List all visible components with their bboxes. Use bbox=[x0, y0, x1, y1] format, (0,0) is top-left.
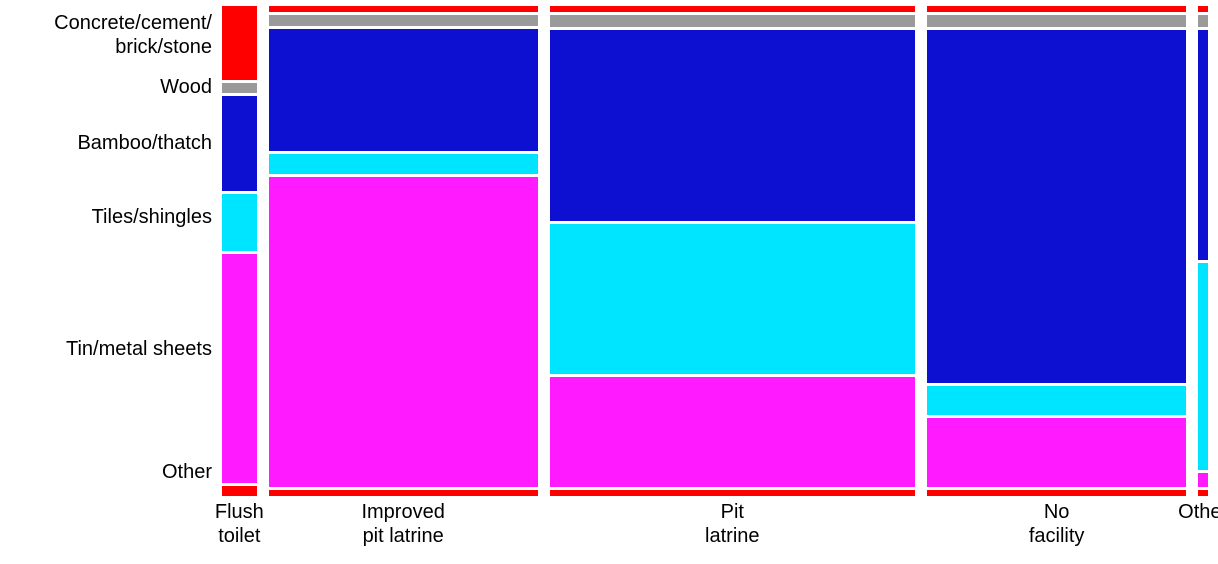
mosaic-column-no bbox=[927, 6, 1186, 496]
mosaic-cell-flush-other_r bbox=[222, 486, 257, 496]
mosaic-cell-flush-tiles bbox=[222, 194, 257, 251]
mosaic-cell-other-other_r bbox=[1198, 490, 1208, 496]
mosaic-cell-no-other_r bbox=[927, 490, 1186, 496]
mosaic-cell-improved-tiles bbox=[269, 154, 538, 174]
mosaic-cell-no-concrete bbox=[927, 6, 1186, 12]
mosaic-column-improved bbox=[269, 6, 538, 496]
plot-area bbox=[222, 6, 1208, 496]
y-axis-label-wood: Wood bbox=[160, 75, 212, 99]
mosaic-cell-flush-bamboo bbox=[222, 96, 257, 191]
y-axis-label-other_r: Other bbox=[162, 460, 212, 484]
mosaic-cell-other-tin bbox=[1198, 473, 1208, 487]
mosaic-cell-pit-other_r bbox=[550, 490, 915, 496]
mosaic-cell-other-bamboo bbox=[1198, 30, 1208, 261]
mosaic-column-pit bbox=[550, 6, 915, 496]
mosaic-cell-improved-bamboo bbox=[269, 29, 538, 151]
x-axis-label-group: Flush toiletImproved pit latrinePit latr… bbox=[222, 500, 1208, 560]
mosaic-cell-flush-tin bbox=[222, 254, 257, 483]
mosaic-cell-pit-tin bbox=[550, 377, 915, 487]
mosaic-cell-flush-wood bbox=[222, 83, 257, 93]
mosaic-column-flush bbox=[222, 6, 257, 496]
mosaic-cell-other-tiles bbox=[1198, 263, 1208, 470]
mosaic-cell-pit-tiles bbox=[550, 224, 915, 375]
mosaic-cell-no-tiles bbox=[927, 386, 1186, 415]
mosaic-cell-improved-concrete bbox=[269, 6, 538, 12]
mosaic-cell-other-concrete bbox=[1198, 6, 1208, 12]
mosaic-chart: Concrete/cement/ brick/stone Wood Bamboo/t… bbox=[0, 0, 1218, 564]
mosaic-cell-flush-concrete bbox=[222, 6, 257, 80]
mosaic-cell-pit-wood bbox=[550, 15, 915, 27]
x-axis-label-pit: Pit latrine bbox=[550, 500, 915, 548]
y-axis-label-tiles: Tiles/shingles bbox=[92, 205, 212, 229]
mosaic-cell-improved-tin bbox=[269, 177, 538, 488]
mosaic-cell-no-wood bbox=[927, 15, 1186, 27]
y-axis-label-concrete: Concrete/cement/ brick/stone bbox=[54, 11, 212, 59]
mosaic-column-other bbox=[1198, 6, 1208, 496]
mosaic-cell-other-wood bbox=[1198, 15, 1208, 27]
mosaic-cell-pit-concrete bbox=[550, 6, 915, 12]
mosaic-cell-pit-bamboo bbox=[550, 30, 915, 221]
mosaic-cell-no-tin bbox=[927, 418, 1186, 487]
y-axis-label-bamboo: Bamboo/thatch bbox=[77, 131, 212, 155]
mosaic-cell-no-bamboo bbox=[927, 30, 1186, 384]
x-axis-label-other: Other bbox=[1143, 500, 1218, 524]
x-axis-label-improved: Improved pit latrine bbox=[269, 500, 538, 548]
y-axis-label-tin: Tin/metal sheets bbox=[66, 337, 212, 361]
y-axis-label-group: Concrete/cement/ brick/stone Wood Bamboo/t… bbox=[0, 6, 212, 496]
mosaic-cell-improved-other_r bbox=[269, 490, 538, 496]
mosaic-cell-improved-wood bbox=[269, 15, 538, 26]
